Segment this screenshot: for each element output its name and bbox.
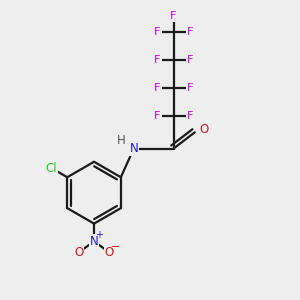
Text: F: F bbox=[187, 27, 193, 37]
Text: +: + bbox=[95, 230, 104, 240]
Text: F: F bbox=[154, 111, 161, 121]
Text: H: H bbox=[117, 134, 126, 147]
Text: F: F bbox=[187, 55, 193, 65]
Text: F: F bbox=[154, 83, 161, 93]
Text: F: F bbox=[154, 55, 161, 65]
Text: F: F bbox=[187, 111, 193, 121]
Text: O: O bbox=[105, 246, 114, 259]
Text: N: N bbox=[129, 142, 138, 155]
Text: F: F bbox=[170, 11, 177, 21]
Text: N: N bbox=[90, 235, 98, 248]
Text: −: − bbox=[111, 242, 121, 252]
Text: O: O bbox=[199, 124, 208, 136]
Text: F: F bbox=[187, 83, 193, 93]
Text: O: O bbox=[74, 246, 83, 259]
Text: F: F bbox=[154, 27, 161, 37]
Text: Cl: Cl bbox=[46, 162, 57, 175]
